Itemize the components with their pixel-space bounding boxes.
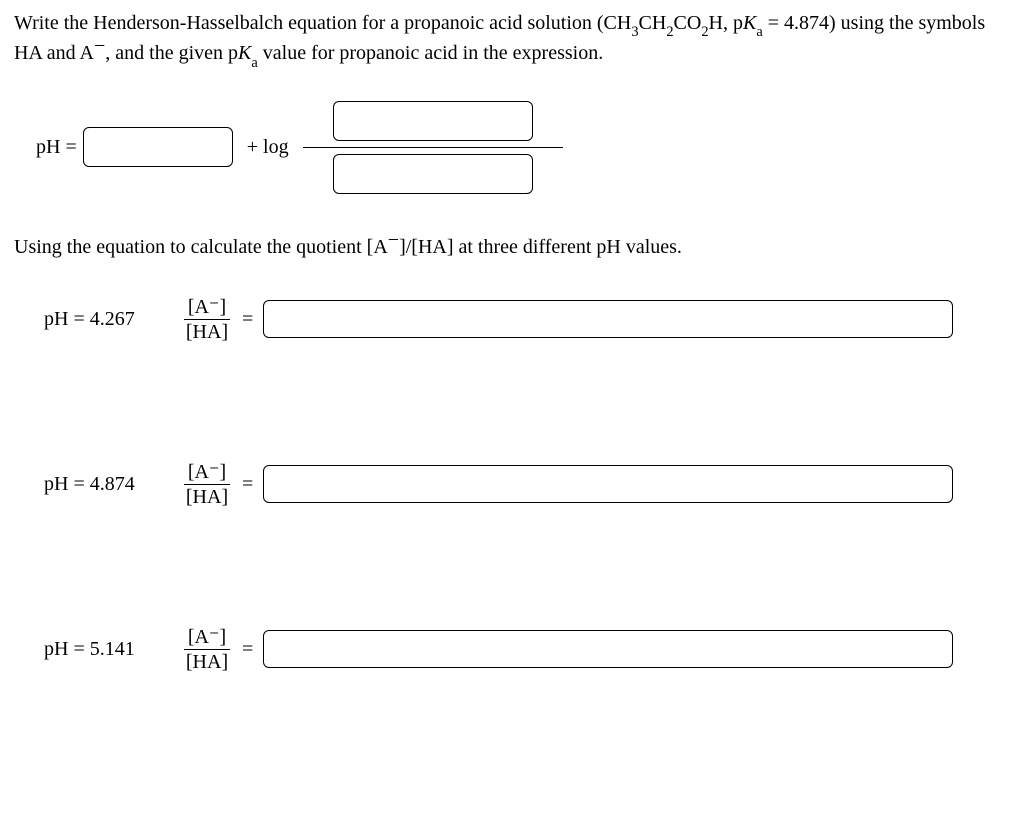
denominator-input[interactable] bbox=[333, 154, 533, 194]
equals-sign: = bbox=[242, 636, 253, 663]
sub-3: 3 bbox=[631, 24, 638, 40]
quotient-input-2[interactable] bbox=[263, 465, 953, 503]
prompt-text: HA and A bbox=[14, 42, 94, 64]
prompt-text: Write the Henderson-Hasselbalch equation… bbox=[14, 12, 631, 34]
ratio-fraction: [A⁻] [HA] bbox=[184, 297, 230, 342]
sub-2: 2 bbox=[666, 24, 673, 40]
ka-k: K bbox=[238, 42, 251, 64]
ph-equals-label: pH = bbox=[36, 134, 77, 161]
prompt-text: , and the given p bbox=[105, 42, 238, 64]
ka-sub: a bbox=[756, 24, 762, 40]
ratio-numerator: [A⁻] bbox=[188, 297, 226, 319]
ka-sub: a bbox=[251, 55, 257, 71]
minus-sup: − bbox=[94, 35, 105, 57]
pka-input[interactable] bbox=[83, 127, 233, 167]
quotient-input-3[interactable] bbox=[263, 630, 953, 668]
second-prompt-text: Using the equation to calculate the quot… bbox=[14, 236, 388, 258]
plus-log-label: + log bbox=[247, 134, 289, 161]
ratio-denominator: [HA] bbox=[186, 485, 228, 507]
equals-sign: = bbox=[242, 471, 253, 498]
prompt-text: CH bbox=[639, 12, 667, 34]
ph-value-label: pH = 4.874 bbox=[44, 471, 184, 498]
ratio-fraction: [A⁻] [HA] bbox=[184, 627, 230, 672]
numerator-input[interactable] bbox=[333, 101, 533, 141]
ratio-fraction: [A⁻] [HA] bbox=[184, 462, 230, 507]
prompt-text: = 4.874) using the symbols bbox=[763, 12, 985, 34]
ratio-denominator: [HA] bbox=[186, 320, 228, 342]
prompt-text: value for propanoic acid in the expressi… bbox=[258, 42, 603, 64]
second-prompt: Using the equation to calculate the quot… bbox=[14, 234, 1010, 261]
quotient-row: pH = 4.267 [A⁻] [HA] = bbox=[44, 297, 1010, 342]
ratio-numerator: [A⁻] bbox=[188, 462, 226, 484]
second-prompt-text: ]/[HA] at three different pH values. bbox=[399, 236, 682, 258]
minus-sup: − bbox=[388, 229, 399, 251]
ratio-denominator: [HA] bbox=[186, 650, 228, 672]
hh-equation-row: pH = + log bbox=[36, 101, 1010, 194]
sub-2: 2 bbox=[701, 24, 708, 40]
quotient-input-1[interactable] bbox=[263, 300, 953, 338]
ph-value-label: pH = 5.141 bbox=[44, 636, 184, 663]
log-fraction bbox=[303, 101, 563, 194]
question-prompt: Write the Henderson-Hasselbalch equation… bbox=[14, 10, 1010, 71]
quotient-row: pH = 5.141 [A⁻] [HA] = bbox=[44, 627, 1010, 672]
ka-k: K bbox=[743, 12, 756, 34]
ph-value-label: pH = 4.267 bbox=[44, 306, 184, 333]
prompt-text: CO bbox=[674, 12, 702, 34]
ratio-numerator: [A⁻] bbox=[188, 627, 226, 649]
equals-sign: = bbox=[242, 306, 253, 333]
quotient-row: pH = 4.874 [A⁻] [HA] = bbox=[44, 462, 1010, 507]
prompt-text: H, p bbox=[709, 12, 743, 34]
fraction-bar bbox=[303, 147, 563, 148]
